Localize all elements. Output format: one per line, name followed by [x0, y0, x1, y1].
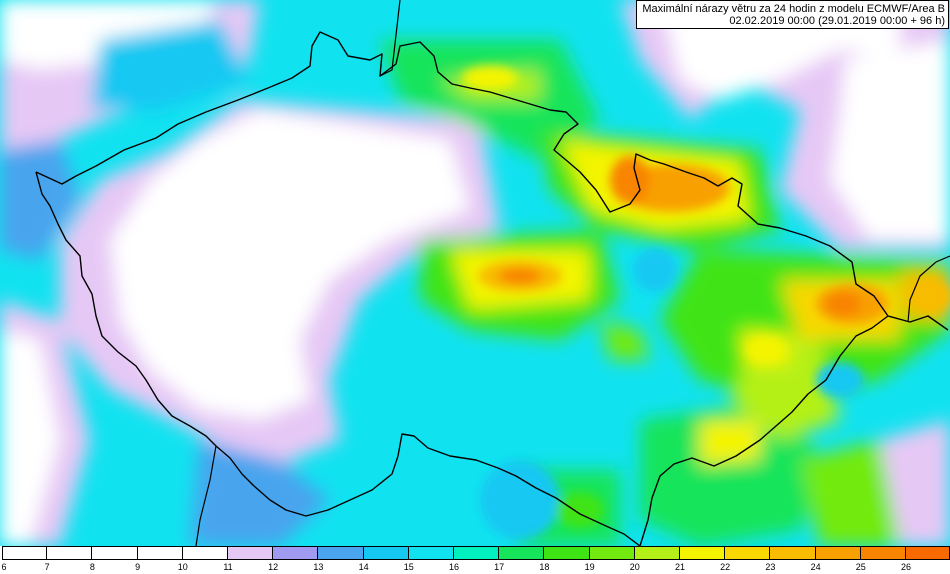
legend-swatch: [499, 546, 545, 560]
legend-label: 26: [900, 562, 912, 572]
country-border-southwest: [195, 445, 217, 546]
legend-label: 12: [268, 562, 279, 572]
legend-swatch: [589, 546, 635, 560]
country-border-north: [379, 0, 401, 77]
color-legend: 6 7 8 9 10 11 12 13 14 15 16 17 18 19 20 21 22 23 24 25 26: [0, 546, 950, 574]
legend-swatch: [680, 546, 726, 560]
map-canvas: [0, 0, 950, 546]
legend-swatch: [408, 546, 454, 560]
legend-swatch: [47, 546, 93, 560]
legend-label: 17: [494, 562, 505, 572]
legend-label: 21: [674, 562, 686, 572]
legend-label: 18: [539, 562, 550, 572]
wind-gust-map: [0, 0, 950, 546]
legend-swatch: [454, 546, 500, 560]
legend-swatch: [182, 546, 228, 560]
legend-swatch: [725, 546, 771, 560]
legend-label: 9: [135, 562, 141, 572]
country-border: [35, 31, 949, 546]
legend-label: 8: [89, 562, 95, 572]
legend-swatch: [137, 546, 183, 560]
legend-label: 16: [448, 562, 460, 572]
legend-swatch: [2, 546, 48, 560]
legend-swatch: [544, 546, 590, 560]
legend-label: 19: [584, 562, 595, 572]
legend-label: 7: [44, 562, 50, 572]
legend-swatch: [634, 546, 680, 560]
legend-label: 6: [1, 562, 7, 572]
legend-label: 24: [810, 562, 821, 572]
legend-swatch: [318, 546, 364, 560]
legend-swatch: [92, 546, 138, 560]
country-border-east: [907, 255, 950, 323]
legend-swatch: [363, 546, 409, 560]
legend-swatch: [860, 546, 906, 560]
legend-label: 15: [403, 562, 414, 572]
legend-swatch: [228, 546, 274, 560]
legend-label: 14: [358, 562, 369, 572]
legend-label: 20: [629, 562, 640, 572]
legend-swatch: [906, 546, 950, 560]
map-title: Maximální nárazy větru za 24 hodin z mod…: [642, 3, 945, 15]
map-title-box: Maximální nárazy větru za 24 hodin z mod…: [636, 0, 949, 29]
legend-swatch: [273, 546, 319, 560]
legend-label: 11: [223, 562, 233, 572]
map-subtitle: 02.02.2019 00:00 (29.01.2019 00:00 + 96 …: [729, 15, 945, 27]
legend-swatch: [815, 546, 861, 560]
wind-field: [0, 0, 950, 546]
legend-label: 10: [177, 562, 188, 572]
legend-label: 22: [720, 562, 731, 572]
legend-label: 13: [313, 562, 324, 572]
legend-label: 23: [765, 562, 776, 572]
legend-swatch: [770, 546, 816, 560]
legend-label: 25: [855, 562, 866, 572]
